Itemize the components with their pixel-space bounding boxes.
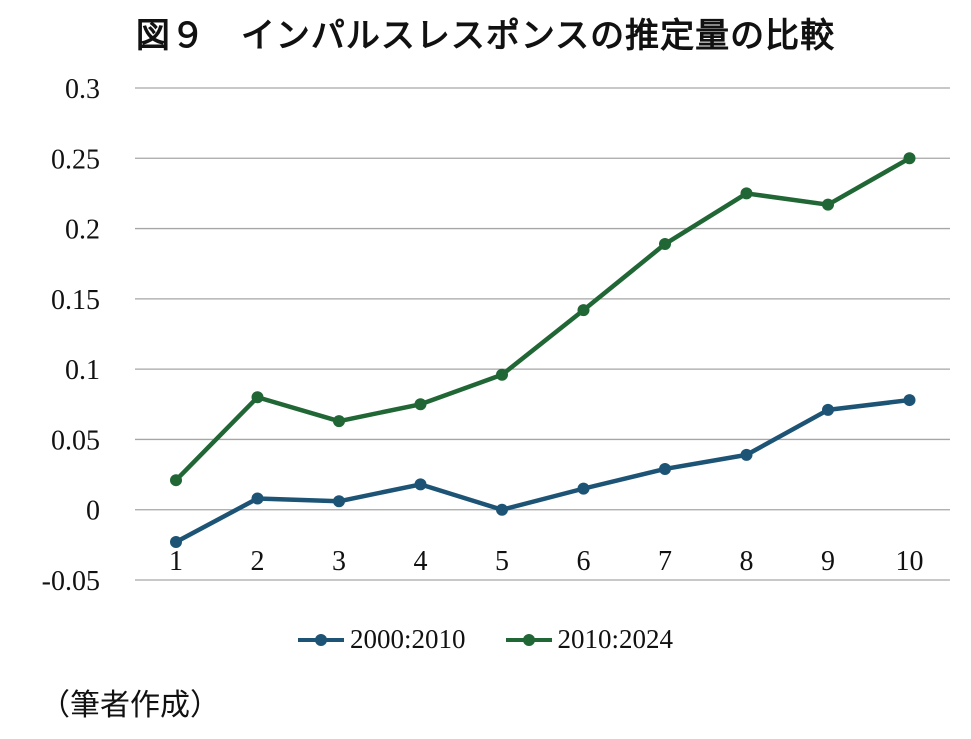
x-tick-label: 3 — [332, 546, 346, 577]
data-point — [333, 415, 345, 428]
data-point — [251, 492, 264, 505]
data-point — [251, 391, 264, 404]
data-point — [170, 474, 182, 487]
y-axis-ticks: -0.05 0 0.05 0.1 0.15 0.2 0.25 0.3 — [42, 74, 100, 597]
grid-lines — [135, 87, 950, 581]
y-tick-label: 0 — [86, 496, 100, 527]
legend-item-series-1: 2000:2010 — [297, 624, 466, 655]
data-point — [659, 238, 671, 251]
chart-title: 図９ インパルスレスポンスの推定量の比較 — [135, 16, 836, 56]
y-tick-label: 0.25 — [51, 144, 100, 175]
series-line-1 — [174, 397, 910, 545]
series-line-2 — [174, 156, 911, 482]
x-tick-label: 9 — [821, 546, 835, 577]
x-axis-ticks: 1 2 3 4 5 6 7 8 9 10 — [169, 546, 924, 577]
data-point — [496, 368, 508, 381]
data-point — [577, 482, 590, 495]
x-tick-label: 10 — [896, 546, 924, 577]
data-point — [333, 495, 345, 508]
x-tick-label: 1 — [169, 546, 183, 577]
x-tick-label: 7 — [658, 546, 672, 577]
legend: 2000:2010 2010:2024 — [0, 624, 971, 655]
x-tick-label: 8 — [740, 546, 754, 577]
x-tick-label: 2 — [251, 546, 265, 577]
data-point — [903, 394, 916, 407]
legend-label-series-1: 2000:2010 — [349, 624, 466, 654]
series-1 — [170, 394, 916, 549]
data-point — [414, 398, 427, 411]
x-tick-label: 5 — [495, 546, 509, 577]
legend-label-series-2: 2010:2024 — [557, 624, 674, 654]
series-2 — [170, 152, 916, 487]
legend-marker-series-2 — [505, 633, 552, 646]
y-tick-label: 0.05 — [51, 425, 100, 456]
data-point — [577, 304, 590, 317]
data-point — [659, 462, 671, 475]
data-point — [740, 448, 753, 461]
y-tick-label: 0.15 — [51, 285, 100, 316]
y-tick-label: 0.3 — [65, 74, 100, 105]
x-tick-label: 4 — [414, 546, 428, 577]
legend-marker-series-1 — [297, 633, 344, 646]
data-point — [822, 198, 834, 211]
y-tick-label: 0.2 — [65, 215, 100, 246]
data-point — [822, 403, 834, 416]
legend-item-series-2: 2010:2024 — [505, 624, 674, 655]
data-point — [170, 536, 182, 549]
x-tick-label: 6 — [577, 546, 591, 577]
data-point — [903, 152, 916, 165]
y-tick-label: -0.05 — [42, 566, 100, 597]
data-point — [414, 478, 427, 491]
series-lines — [170, 152, 916, 549]
data-point — [740, 187, 753, 200]
source-note: （筆者作成） — [40, 688, 220, 723]
y-tick-label: 0.1 — [65, 355, 100, 386]
data-point — [496, 503, 508, 516]
